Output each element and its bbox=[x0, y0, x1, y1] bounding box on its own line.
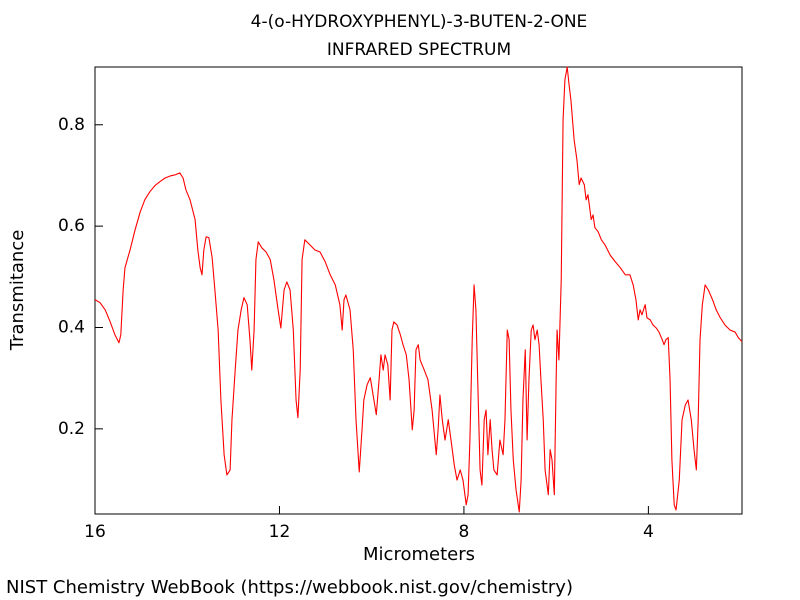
y-tick-label: 0.2 bbox=[58, 419, 85, 439]
plot-frame bbox=[94, 66, 743, 515]
chart-title: 4-(o-HYDROXYPHENYL)-3-BUTEN-2-ONE bbox=[251, 12, 588, 32]
y-tick-label: 0.8 bbox=[58, 115, 85, 135]
y-tick-label: 0.6 bbox=[58, 216, 85, 236]
y-tick-label: 0.4 bbox=[58, 317, 85, 337]
footer: NIST Chemistry WebBook (https://webbook.… bbox=[6, 577, 573, 598]
x-tick-label: 16 bbox=[84, 522, 106, 542]
y-axis-label: Transmitance bbox=[7, 230, 28, 352]
x-tick-label: 4 bbox=[643, 522, 654, 542]
x-tick-label: 12 bbox=[269, 522, 291, 542]
x-axis-label: Micrometers bbox=[363, 544, 475, 565]
x-tick-label: 8 bbox=[459, 522, 470, 542]
chart-subtitle: INFRARED SPECTRUM bbox=[327, 40, 511, 60]
spectrum-line bbox=[94, 66, 743, 513]
